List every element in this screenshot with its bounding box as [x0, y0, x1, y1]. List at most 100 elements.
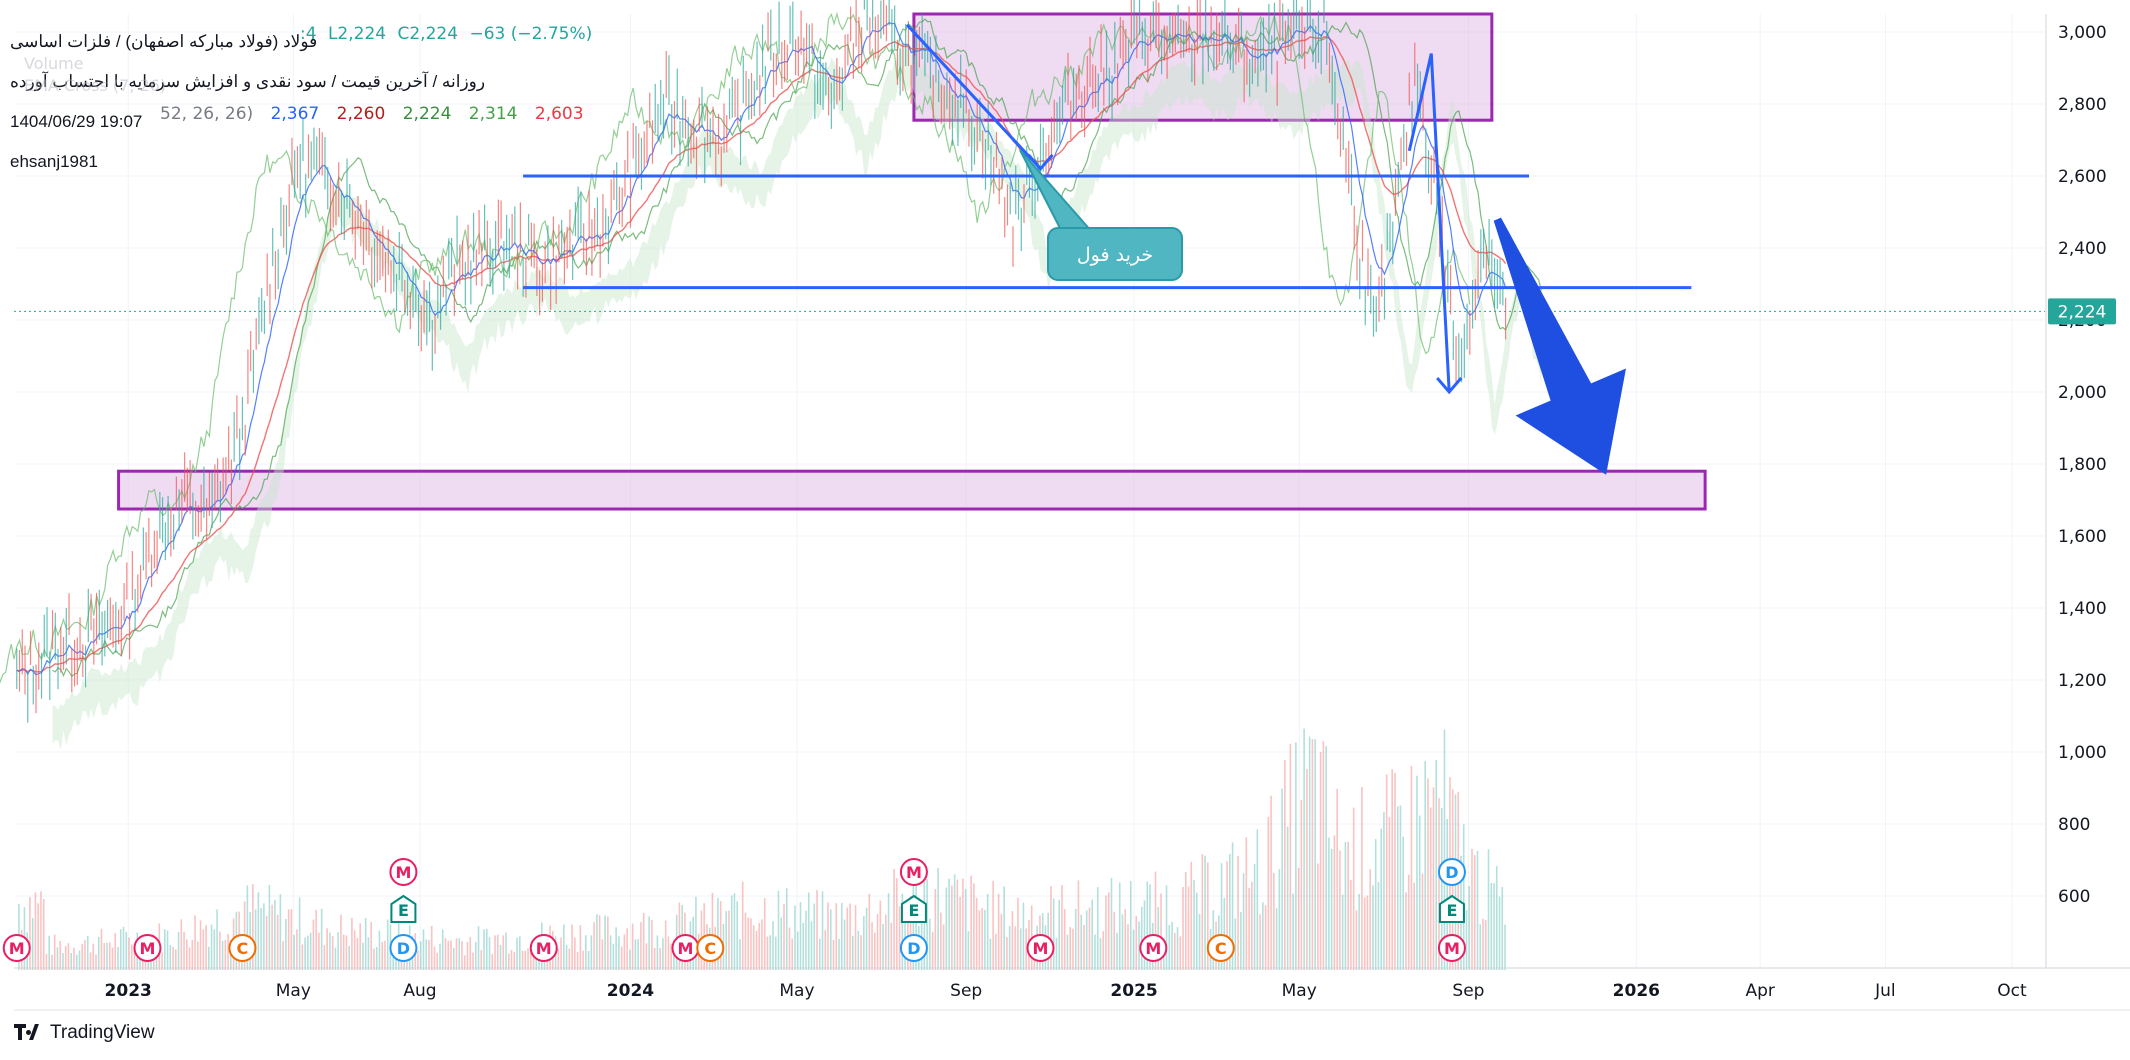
y-tick-label: 3,000 — [2058, 23, 2107, 43]
volume-bar — [1154, 871, 1157, 970]
volume-bar — [810, 921, 813, 970]
y-tick-label: 2,400 — [2058, 239, 2107, 259]
volume-bar — [64, 945, 67, 970]
volume-bar — [364, 918, 367, 970]
volume-bar — [802, 922, 805, 970]
volume-bar — [1383, 811, 1385, 970]
volume-bar — [582, 950, 584, 970]
volume-bar — [340, 914, 342, 970]
volume-bar — [741, 881, 744, 970]
volume-bar — [224, 940, 227, 970]
volume-bar — [607, 916, 609, 970]
x-tick-label: May — [276, 981, 311, 1001]
x-tick-label: Apr — [1745, 981, 1774, 1001]
volume-bar — [92, 943, 95, 970]
volume-bar — [882, 923, 884, 970]
volume-bar — [1201, 854, 1204, 970]
volume-bar — [472, 952, 474, 970]
volume-bar — [417, 950, 419, 970]
volume-bar — [1140, 906, 1143, 970]
volume-bar — [865, 907, 868, 970]
ohlc-values: :4 L2,224 C2,224 −63 (−2.75%) — [300, 24, 598, 44]
event-marker — [228, 934, 257, 962]
volume-bar — [763, 898, 766, 970]
ichimoku-value: 2,367 — [270, 104, 320, 124]
volume-bar — [1377, 882, 1380, 970]
volume-bar — [1184, 871, 1187, 970]
volume-bar — [183, 931, 185, 970]
volume-bar — [659, 947, 661, 970]
volume-bar — [263, 903, 265, 970]
volume-bar — [1297, 867, 1300, 970]
volume-bar — [1019, 928, 1022, 970]
volume-bar — [329, 932, 331, 970]
volume-bar — [169, 945, 172, 970]
volume-bar — [601, 939, 604, 970]
volume-bar — [1107, 892, 1110, 970]
volume-bar — [739, 939, 741, 970]
chart-datetime: 1404/06/29 19:07 — [10, 112, 143, 131]
volume-bar — [1402, 836, 1405, 970]
volume-bar — [1160, 893, 1162, 970]
event-marker — [389, 934, 418, 962]
event-marker-letter: C — [1215, 939, 1227, 958]
event-marker-letter: M — [678, 939, 694, 958]
arrow-head — [1027, 153, 1054, 172]
volume-bar — [1259, 914, 1261, 970]
volume-bar — [70, 952, 73, 970]
volume-bar — [188, 947, 191, 970]
volume-bar — [986, 893, 989, 970]
trend-arrow — [905, 23, 1042, 170]
footer-brand[interactable]: TradingView — [14, 1022, 155, 1044]
volume-bar — [871, 922, 873, 970]
volume-bar — [981, 907, 983, 970]
tradingview-logo-icon — [14, 1024, 44, 1042]
x-tick-label: Sep — [950, 981, 982, 1001]
volume-bar — [807, 892, 810, 970]
volume-bar — [1410, 765, 1413, 970]
drawn-arrows — [905, 23, 1626, 475]
volume-bar — [191, 940, 194, 970]
volume-bar — [111, 947, 114, 970]
volume-bar — [1462, 824, 1465, 970]
volume-bar — [510, 950, 513, 970]
volume-bar — [1468, 886, 1471, 970]
volume-bar — [1289, 743, 1292, 970]
volume-bar — [452, 947, 455, 970]
volume-bar — [530, 949, 532, 970]
volume-bar — [337, 932, 339, 970]
arrow-head — [1436, 377, 1463, 395]
volume-bar — [320, 908, 323, 970]
event-marker-letter: M — [906, 863, 922, 882]
volume-bar — [623, 934, 626, 970]
volume-bar — [973, 883, 975, 970]
volume-bar — [97, 936, 100, 970]
volume-bar — [769, 935, 772, 970]
y-tick-label: 1,000 — [2058, 743, 2107, 763]
volume-bar — [926, 878, 928, 970]
volume-bar — [1311, 739, 1314, 970]
volume-bar — [1314, 739, 1316, 970]
volume-bar — [108, 942, 111, 970]
x-tick-label: Jul — [1874, 981, 1896, 1001]
volume-bar — [130, 944, 133, 970]
volume-bar — [640, 922, 642, 970]
volume-bar — [122, 926, 125, 970]
volume-bar — [736, 901, 739, 970]
volume-bar — [1262, 902, 1264, 970]
volume-bar — [177, 931, 180, 970]
volume-bar — [1322, 741, 1325, 970]
volume-bar — [995, 933, 997, 970]
volume-bar — [1253, 864, 1256, 970]
volume-bar — [953, 874, 956, 970]
event-marker — [2, 934, 31, 962]
volume-bar — [1306, 769, 1308, 970]
y-tick-label: 2,800 — [2058, 95, 2107, 115]
volume-bar — [631, 923, 634, 970]
volume-bar — [934, 889, 937, 970]
volume-bar — [818, 938, 821, 970]
volume-bar — [752, 925, 755, 970]
volume-bar — [265, 915, 268, 970]
event-marker — [899, 934, 928, 962]
